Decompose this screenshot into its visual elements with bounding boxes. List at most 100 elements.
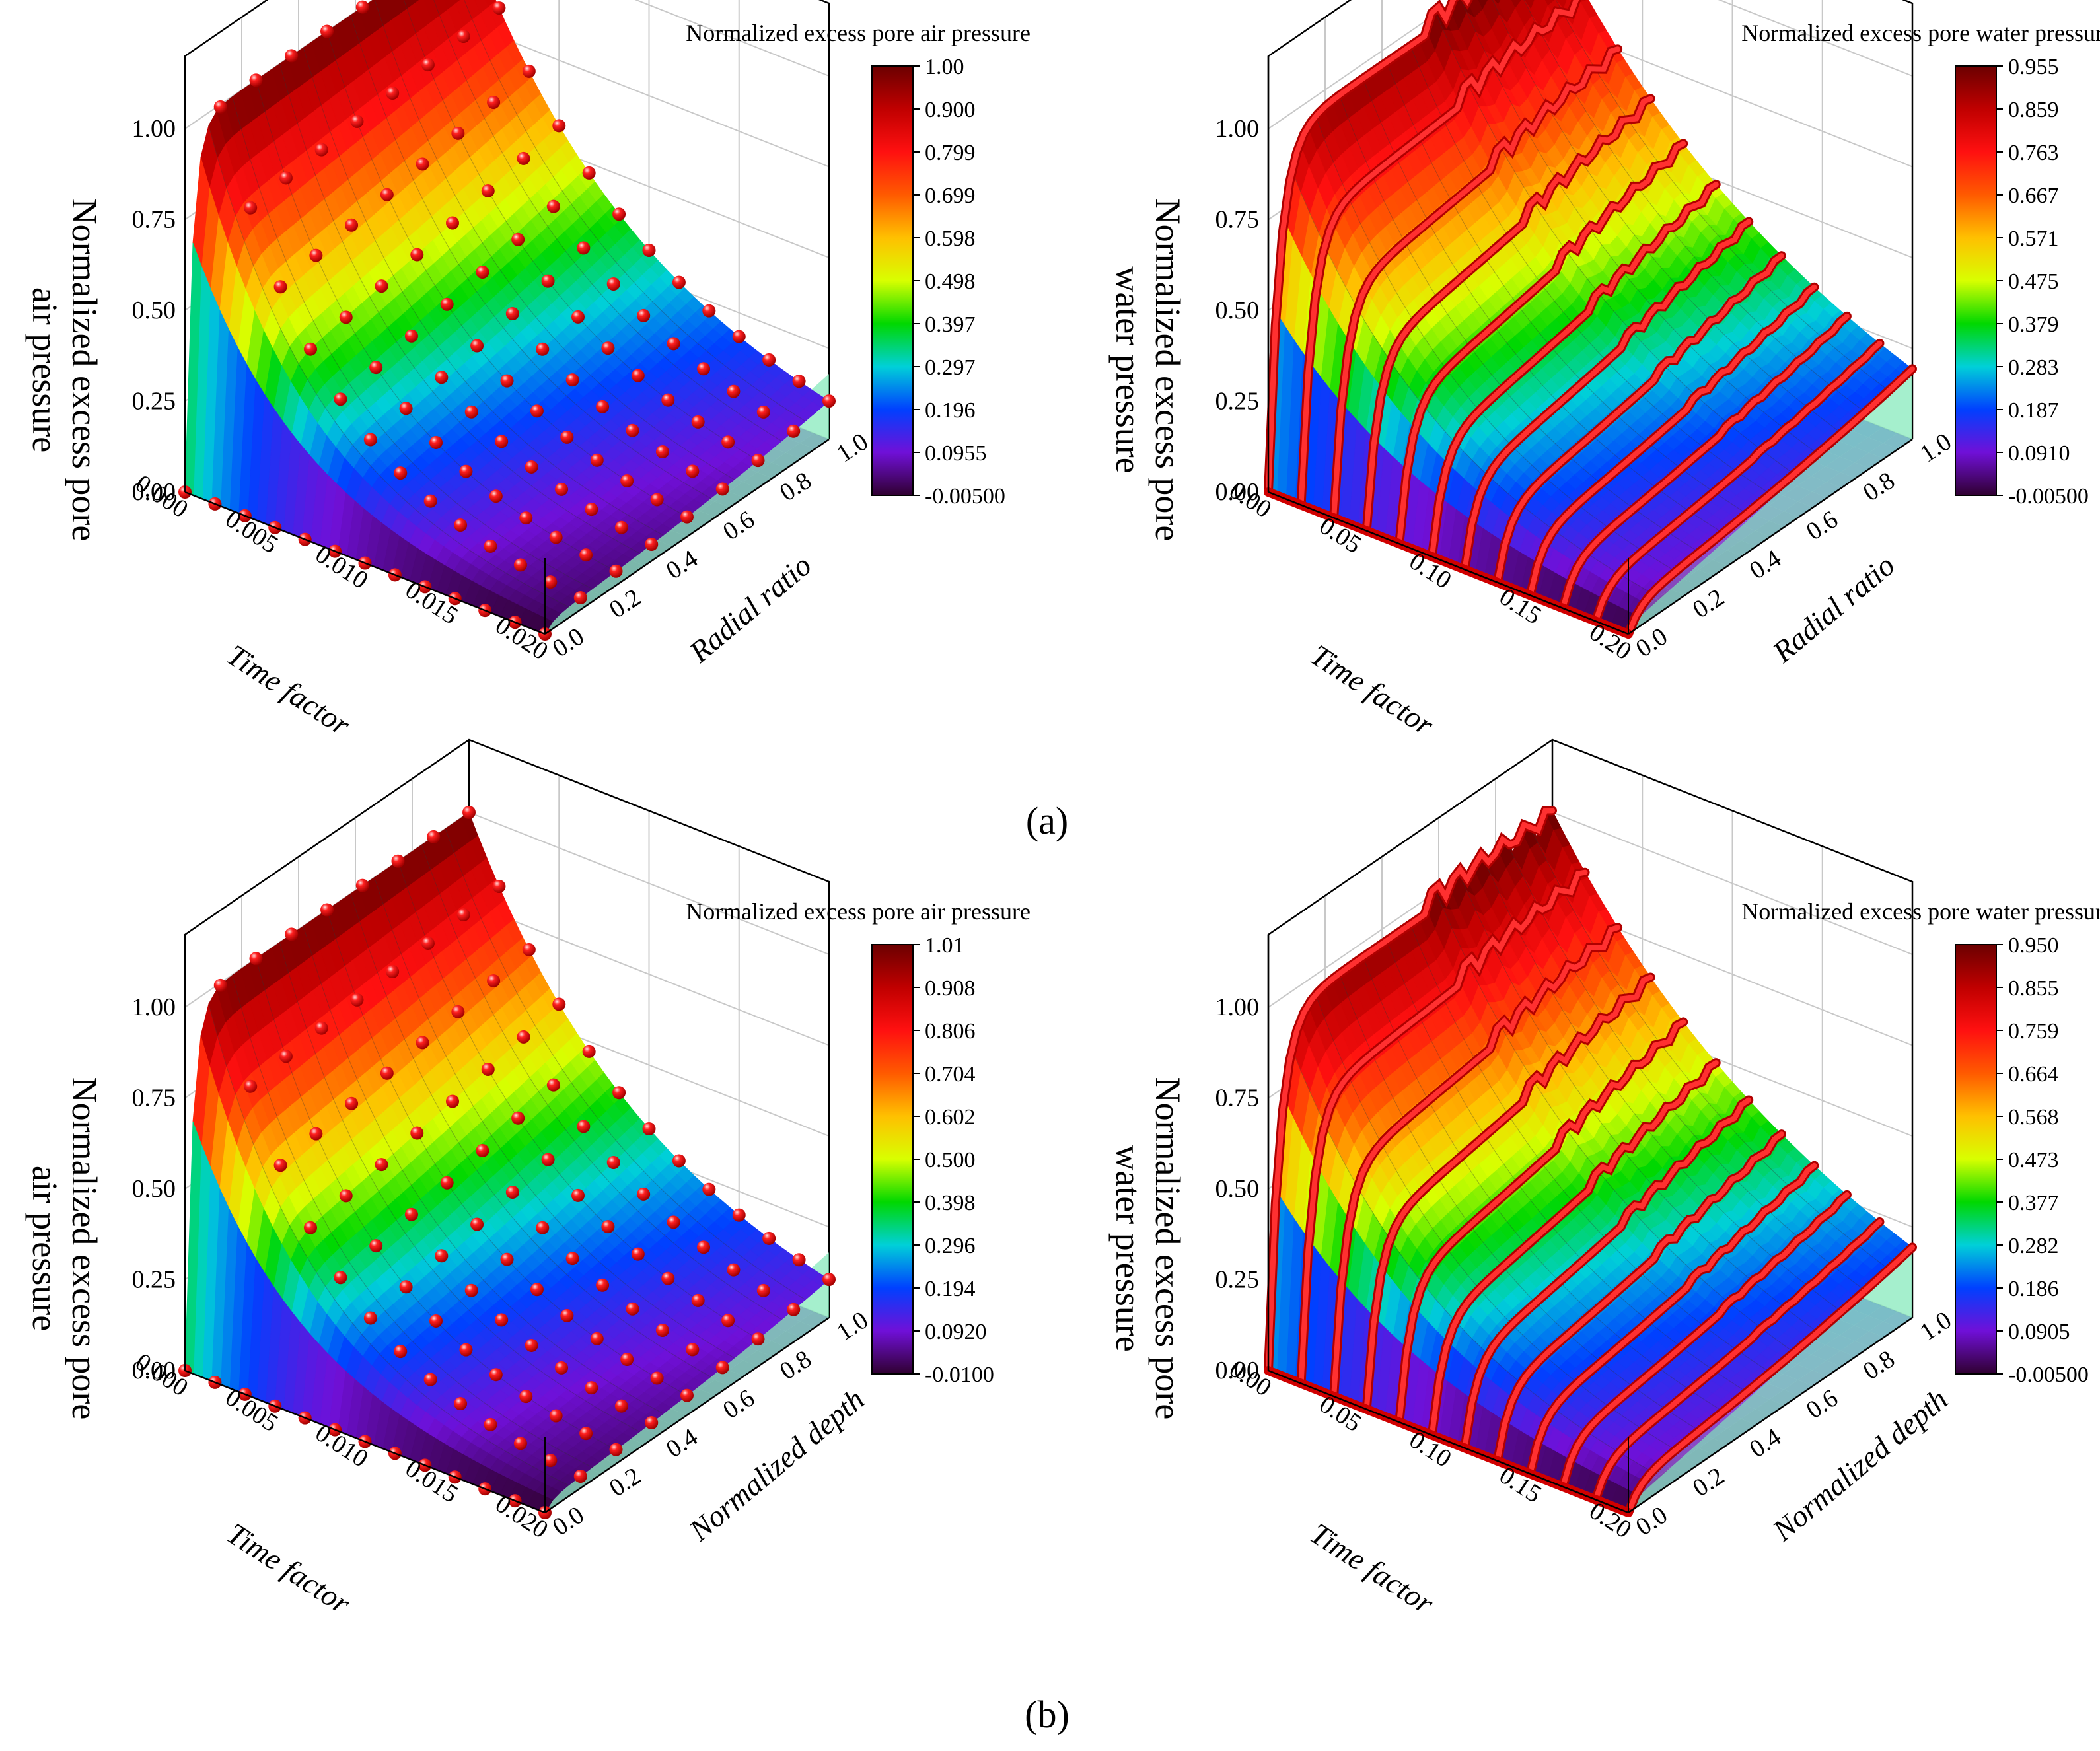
data-marker xyxy=(620,474,634,488)
data-marker xyxy=(579,548,593,562)
colorbar-tick-label: 0.297 xyxy=(925,355,976,380)
data-marker xyxy=(732,330,746,343)
z-tick-label: 0.50 xyxy=(132,297,176,324)
data-marker xyxy=(751,454,765,468)
data-marker xyxy=(525,460,538,474)
chart-b-air: 0.000.250.500.751.000.0000.0050.0100.015… xyxy=(25,738,1031,1621)
data-marker xyxy=(394,466,408,480)
data-marker xyxy=(530,404,544,418)
data-marker xyxy=(680,510,694,524)
data-marker xyxy=(273,280,287,294)
colorbar-tick-label: 0.475 xyxy=(2008,269,2059,294)
data-marker xyxy=(762,353,776,367)
data-marker xyxy=(606,277,620,291)
colorbar-tick-label: 0.571 xyxy=(2008,227,2059,251)
data-marker xyxy=(686,464,700,478)
data-marker xyxy=(470,339,484,353)
colorbar-tick-label: 0.0955 xyxy=(925,441,987,466)
data-marker xyxy=(464,405,478,419)
colorbar-tick-label: 0.283 xyxy=(2008,355,2059,380)
data-marker xyxy=(481,184,495,197)
data-marker xyxy=(314,143,328,157)
data-marker xyxy=(495,435,509,448)
data-marker xyxy=(489,489,503,503)
data-marker xyxy=(421,58,435,72)
data-marker xyxy=(511,232,525,246)
data-marker xyxy=(363,433,377,447)
data-marker xyxy=(459,464,473,478)
data-marker xyxy=(626,423,639,437)
data-marker xyxy=(451,126,465,140)
data-marker xyxy=(655,445,669,459)
data-marker xyxy=(727,384,741,398)
data-marker xyxy=(380,188,394,201)
data-marker xyxy=(642,243,656,257)
data-marker xyxy=(446,216,459,230)
colorbar-gradient xyxy=(871,65,914,496)
data-marker xyxy=(456,30,470,44)
y-axis-title: Radial ratio xyxy=(1766,548,1901,669)
data-marker xyxy=(386,87,400,100)
data-marker xyxy=(577,241,591,255)
data-marker xyxy=(285,49,299,63)
data-marker xyxy=(399,402,413,415)
z-axis-title-line2: air pressure xyxy=(25,287,65,452)
data-marker xyxy=(279,171,293,185)
colorbar-tick-label: 0.598 xyxy=(925,227,976,251)
colorbar-tick-label: 0.955 xyxy=(2008,55,2059,79)
data-marker xyxy=(715,482,729,496)
data-marker xyxy=(435,371,449,384)
colorbar-tick-label: 0.763 xyxy=(2008,141,2059,165)
data-marker xyxy=(522,64,536,78)
colorbar-tick-label: -0.00500 xyxy=(2008,484,2089,509)
data-marker xyxy=(661,393,675,407)
data-marker xyxy=(345,218,359,232)
data-marker xyxy=(320,24,334,38)
data-marker xyxy=(549,530,563,544)
data-marker xyxy=(544,575,558,589)
data-marker xyxy=(505,307,519,321)
data-marker xyxy=(536,342,550,356)
colorbar-tick-label: 0.900 xyxy=(925,98,976,122)
data-marker xyxy=(339,310,353,324)
z-tick-label: 0.75 xyxy=(1215,206,1260,234)
data-marker xyxy=(560,430,574,444)
data-marker xyxy=(500,374,514,388)
data-marker xyxy=(513,558,527,572)
data-marker xyxy=(423,494,437,508)
data-marker xyxy=(601,341,615,355)
data-marker xyxy=(519,511,533,525)
data-marker xyxy=(541,274,555,288)
data-marker xyxy=(355,0,369,14)
y-tick-label: 1.0 xyxy=(832,427,873,468)
chart-a-water: 0.000.250.500.751.000.000.050.100.150.20… xyxy=(1108,0,2100,742)
colorbar-tick-label: 0.699 xyxy=(925,184,976,208)
data-marker xyxy=(612,207,626,221)
colorbar-tick-label: 0.397 xyxy=(925,312,976,337)
data-marker xyxy=(756,405,770,419)
data-marker xyxy=(492,1,506,15)
data-marker xyxy=(350,114,364,128)
colorbar-title: Normalized excess pore water pressure xyxy=(1741,20,2100,46)
data-marker xyxy=(571,310,585,324)
colorbar-title: Normalized excess pore air pressure xyxy=(686,20,1031,46)
y-tick-label: 1.0 xyxy=(1915,427,1957,468)
data-marker xyxy=(476,266,489,279)
data-marker xyxy=(697,362,710,376)
data-marker xyxy=(565,373,579,387)
z-axis-title: Normalized excess pore xyxy=(1148,199,1188,542)
data-marker xyxy=(721,435,735,449)
data-marker xyxy=(213,100,227,114)
data-marker xyxy=(249,73,263,87)
data-marker xyxy=(596,400,610,413)
data-marker xyxy=(410,248,424,262)
data-marker xyxy=(667,337,680,351)
data-marker xyxy=(702,304,716,318)
data-marker xyxy=(440,297,454,311)
data-marker xyxy=(416,157,429,171)
colorbar-tick-label: 0.859 xyxy=(2008,98,2059,122)
data-marker xyxy=(590,453,604,467)
colorbar-tick-label: 1.00 xyxy=(925,55,964,79)
data-marker xyxy=(309,248,323,262)
z-tick-label: 0.75 xyxy=(132,206,176,234)
